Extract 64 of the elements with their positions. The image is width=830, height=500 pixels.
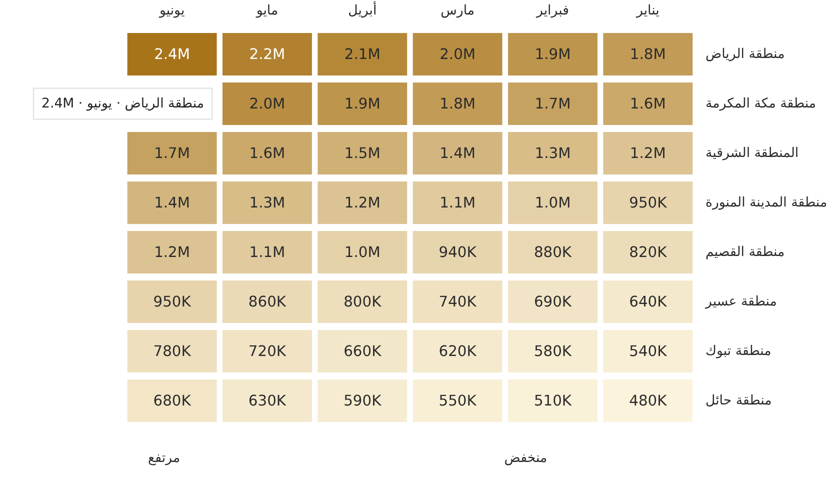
data-label: 1.9M <box>534 46 571 63</box>
data-label: 1.7M <box>154 144 190 162</box>
data-label: 2.0M <box>440 46 476 63</box>
data-label: 1.4M <box>154 194 190 212</box>
x-tick-label: أبريل <box>348 0 377 18</box>
data-label: 1.1M <box>249 244 286 261</box>
data-label: 2.2M <box>249 46 286 63</box>
data-label: 740K <box>438 293 477 310</box>
data-label: 1.2M <box>344 194 380 212</box>
data-label: 590K <box>344 392 382 410</box>
data-label: 720K <box>248 342 286 360</box>
data-label: 820K <box>629 244 668 261</box>
y-tick-label: منطقة المدينة المنورة <box>706 195 828 210</box>
data-label: 1.3M <box>249 194 286 212</box>
data-label: 1.8M <box>440 95 476 112</box>
data-label: 2.1M <box>344 46 380 63</box>
data-label: 620K <box>438 342 477 360</box>
data-label: 1.4M <box>440 144 476 162</box>
x-tick-label: يناير <box>635 4 660 18</box>
data-label: 940K <box>438 244 477 261</box>
data-label: 1.6M <box>630 95 666 112</box>
y-tick-label: منطقة الرياض <box>706 46 785 62</box>
data-label: 860K <box>248 293 286 310</box>
x-tick-label: يونيو <box>158 4 185 18</box>
data-label: 640K <box>629 293 668 310</box>
y-tick-label: منطقة القصيم <box>706 244 785 260</box>
data-label: 540K <box>629 342 668 360</box>
x-tick-label: فبراير <box>535 4 569 18</box>
data-label: 680K <box>153 392 192 410</box>
data-label: 1.3M <box>534 144 571 162</box>
data-label: 800K <box>344 293 382 310</box>
data-label: 480K <box>629 392 668 410</box>
data-label: 1.7M <box>534 95 571 112</box>
data-label: 1.2M <box>630 144 666 162</box>
x-tick-label: مايو <box>255 4 278 18</box>
data-label: 2.0M <box>249 95 286 112</box>
data-label: 1.2M <box>154 244 190 261</box>
data-label: 510K <box>534 392 572 410</box>
data-label: 660K <box>344 342 382 360</box>
text: مرتفع <box>148 451 180 466</box>
data-label: 880K <box>534 244 572 261</box>
data-label: 1.5M <box>344 144 380 162</box>
data-label: 1.0M <box>344 244 380 261</box>
data-label: 1.8M <box>630 46 666 63</box>
annotation: منطقة الرياض · يونيو · 2.4M <box>41 96 204 112</box>
data-label: 550K <box>438 392 477 410</box>
data-label: 580K <box>534 342 572 360</box>
data-label: 1.0M <box>534 194 571 212</box>
y-tick-label: منطقة عسير <box>704 294 777 310</box>
data-label: 950K <box>629 194 668 212</box>
y-tick-label: المنطقة الشرقية <box>706 146 799 161</box>
data-label: 690K <box>534 293 572 310</box>
text: منخفض <box>504 451 548 466</box>
data-label: 780K <box>153 342 192 360</box>
y-tick-label: منطقة حائل <box>706 393 772 408</box>
data-label: 2.4M <box>154 46 190 63</box>
data-label: 1.9M <box>344 95 380 112</box>
data-label: 1.1M <box>440 194 476 212</box>
data-label: 630K <box>248 392 286 410</box>
data-label: 1.6M <box>249 144 286 162</box>
x-tick-label: مارس <box>440 4 475 18</box>
y-tick-label: منطقة مكة المكرمة <box>706 96 816 112</box>
data-label: 950K <box>153 293 192 310</box>
y-tick-label: منطقة تبوك <box>706 344 772 359</box>
